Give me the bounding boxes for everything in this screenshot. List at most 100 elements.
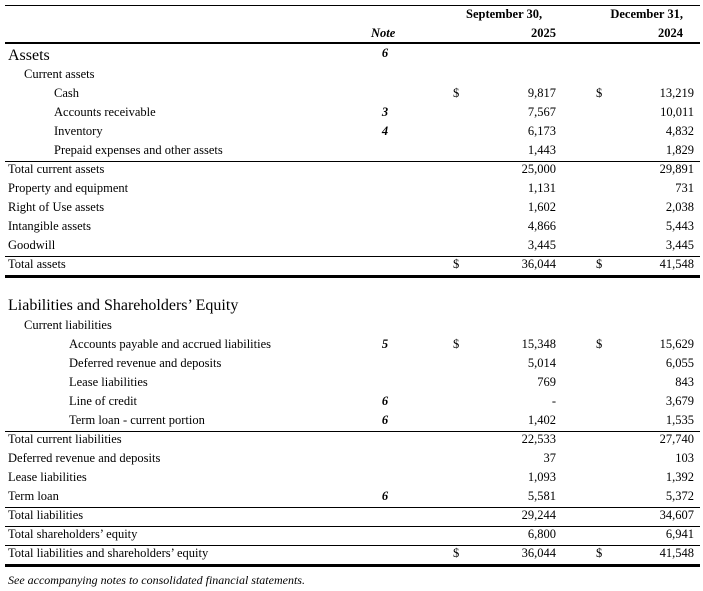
row-label: Lease liabilities xyxy=(8,470,87,484)
row-label: Term loan - current portion xyxy=(69,413,205,427)
value-dec-2024: 13,219 xyxy=(659,86,694,100)
value-sep-2025: 36,044 xyxy=(521,546,556,560)
note-ref: 4 xyxy=(381,124,389,138)
value-dec-2024: 3,445 xyxy=(665,238,694,252)
header-rule xyxy=(5,42,700,44)
value-sep-2025: 6,173 xyxy=(527,124,556,138)
value-sep-2025: 36,044 xyxy=(521,257,556,271)
dollar-sign: $ xyxy=(596,257,603,271)
row-label: Goodwill xyxy=(8,238,56,252)
section-heading: Assets xyxy=(8,47,50,64)
value-dec-2024: 15,629 xyxy=(659,337,694,351)
dollar-sign: $ xyxy=(596,337,603,351)
row-label: Inventory xyxy=(54,124,103,138)
row-label: Current liabilities xyxy=(24,318,112,332)
subtotal-rule xyxy=(5,431,700,432)
row-label: Total liabilities xyxy=(8,508,84,522)
row-label: Current assets xyxy=(24,67,95,81)
value-dec-2024: 34,607 xyxy=(659,508,694,522)
value-sep-2025: - xyxy=(551,394,556,408)
row-label: Accounts payable and accrued liabilities xyxy=(69,337,272,351)
value-dec-2024: 41,548 xyxy=(659,546,694,560)
value-dec-2024: 10,011 xyxy=(660,105,694,119)
note-ref: 6 xyxy=(381,413,389,427)
value-dec-2024: 2,038 xyxy=(665,200,694,214)
value-dec-2024: 5,443 xyxy=(665,219,694,233)
row-label: Line of credit xyxy=(69,394,138,408)
value-dec-2024: 4,832 xyxy=(665,124,694,138)
value-sep-2025: 4,866 xyxy=(527,219,556,233)
row-label: Total assets xyxy=(8,257,66,271)
value-dec-2024: 103 xyxy=(675,451,694,465)
value-sep-2025: 769 xyxy=(537,375,556,389)
value-dec-2024: 41,548 xyxy=(659,257,694,271)
value-dec-2024: 731 xyxy=(675,181,694,195)
dollar-sign: $ xyxy=(453,257,460,271)
value-dec-2024: 6,055 xyxy=(665,356,694,370)
value-sep-2025: 1,402 xyxy=(527,413,556,427)
col1-header-line1: September 30, xyxy=(466,7,543,21)
value-dec-2024: 5,372 xyxy=(665,489,694,503)
row-label: Accounts receivable xyxy=(54,105,156,119)
value-sep-2025: 1,602 xyxy=(527,200,556,214)
value-dec-2024: 1,392 xyxy=(665,470,694,484)
top-rule xyxy=(5,5,700,6)
dollar-sign: $ xyxy=(453,546,460,560)
value-sep-2025: 3,445 xyxy=(527,238,556,252)
value-sep-2025: 5,014 xyxy=(527,356,556,370)
note-header: Note xyxy=(371,26,396,40)
row-label: Total current liabilities xyxy=(8,432,122,446)
row-label: Intangible assets xyxy=(8,219,91,233)
col2-header-line1: December 31, xyxy=(610,7,683,21)
subtotal-rule xyxy=(5,526,700,527)
row-label: Total current assets xyxy=(8,162,105,176)
value-sep-2025: 1,093 xyxy=(527,470,556,484)
row-label: Right of Use assets xyxy=(8,200,105,214)
value-sep-2025: 1,131 xyxy=(527,181,556,195)
dollar-sign: $ xyxy=(453,337,460,351)
dollar-sign: $ xyxy=(596,86,603,100)
value-sep-2025: 25,000 xyxy=(521,162,556,176)
value-dec-2024: 843 xyxy=(675,375,694,389)
subtotal-rule xyxy=(5,256,700,257)
value-dec-2024: 6,941 xyxy=(665,527,694,541)
note-ref: 6 xyxy=(381,394,389,408)
value-sep-2025: 1,443 xyxy=(527,143,556,157)
row-label: Deferred revenue and deposits xyxy=(8,451,161,465)
value-sep-2025: 5,581 xyxy=(527,489,556,503)
section-heading: Liabilities and Shareholders’ Equity xyxy=(8,297,239,314)
dollar-sign: $ xyxy=(596,546,603,560)
note-ref: 6 xyxy=(381,46,389,60)
subtotal-rule xyxy=(5,545,700,546)
row-label: Total shareholders’ equity xyxy=(8,527,138,541)
footnote: See accompanying notes to consolidated f… xyxy=(8,573,305,587)
col1-header-line2: 2025 xyxy=(531,26,556,40)
note-ref: 6 xyxy=(381,489,389,503)
value-dec-2024: 29,891 xyxy=(659,162,694,176)
row-label: Term loan xyxy=(8,489,59,503)
col2-header-line2: 2024 xyxy=(658,26,683,40)
note-ref: 3 xyxy=(381,105,389,119)
row-label: Deferred revenue and deposits xyxy=(69,356,222,370)
value-dec-2024: 1,829 xyxy=(665,143,694,157)
row-label: Lease liabilities xyxy=(69,375,148,389)
row-label: Property and equipment xyxy=(8,181,129,195)
value-sep-2025: 29,244 xyxy=(521,508,556,522)
value-sep-2025: 7,567 xyxy=(527,105,556,119)
value-dec-2024: 3,679 xyxy=(665,394,694,408)
value-sep-2025: 22,533 xyxy=(521,432,556,446)
row-label: Cash xyxy=(54,86,79,100)
note-ref: 5 xyxy=(381,337,389,351)
value-sep-2025: 9,817 xyxy=(527,86,556,100)
subtotal-rule xyxy=(5,507,700,508)
value-dec-2024: 27,740 xyxy=(659,432,694,446)
row-label: Prepaid expenses and other assets xyxy=(54,143,223,157)
double-rule xyxy=(5,275,700,278)
subtotal-rule xyxy=(5,161,700,162)
value-sep-2025: 15,348 xyxy=(521,337,556,351)
value-sep-2025: 37 xyxy=(543,451,557,465)
double-rule xyxy=(5,564,700,567)
value-sep-2025: 6,800 xyxy=(527,527,556,541)
value-dec-2024: 1,535 xyxy=(665,413,694,427)
dollar-sign: $ xyxy=(453,86,460,100)
